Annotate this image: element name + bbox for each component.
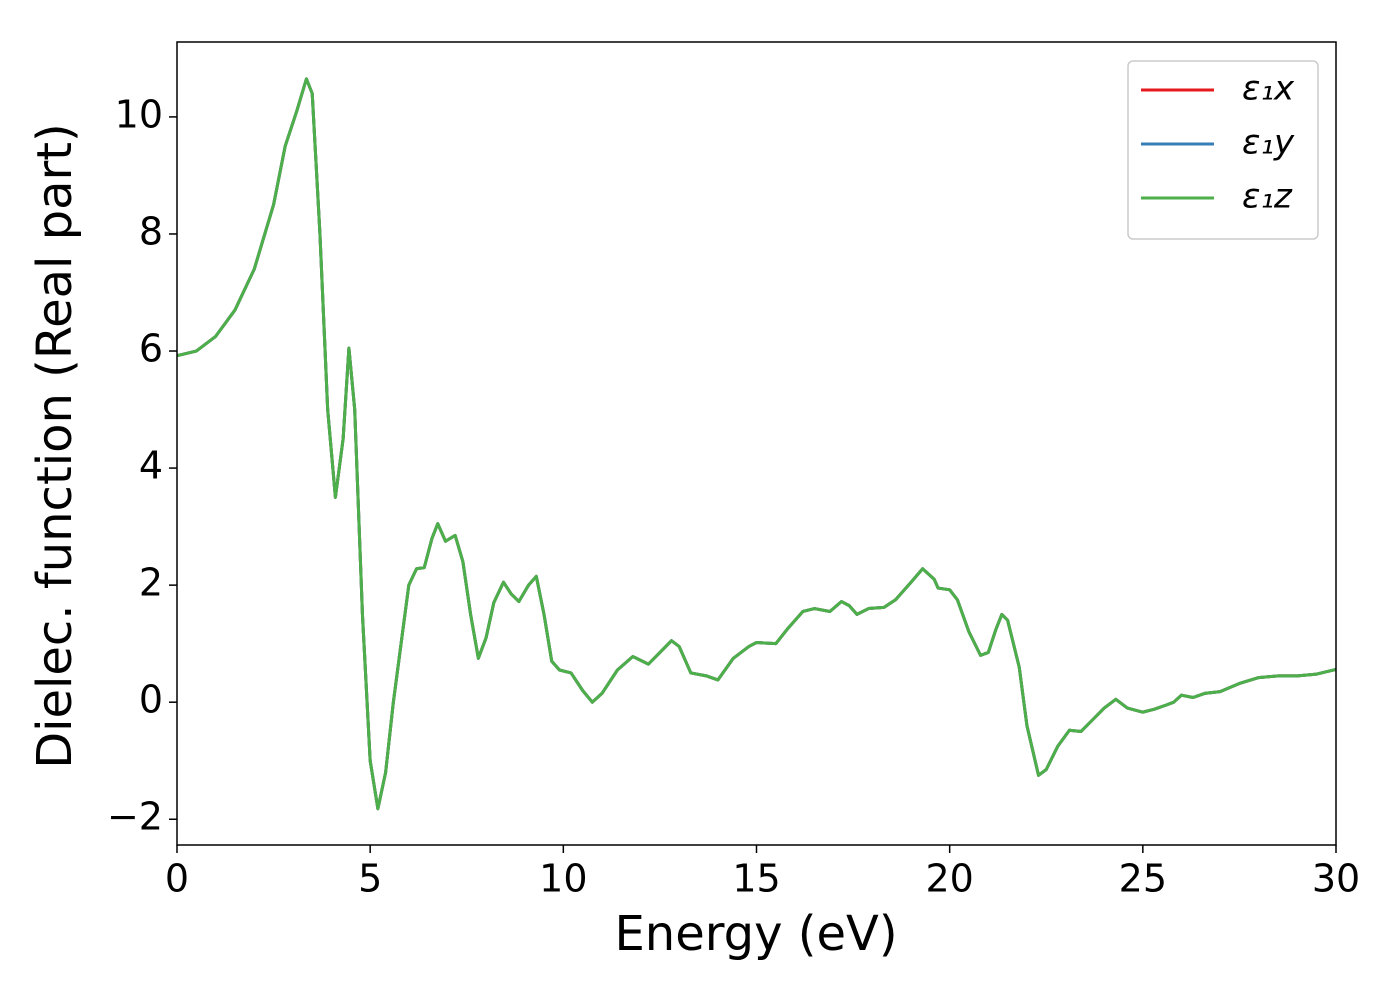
- y-tick-label: 6: [139, 327, 163, 371]
- y-tick-label: 0: [139, 678, 163, 722]
- y-axis-label: Dielec. function (Real part): [27, 123, 83, 769]
- x-tick-label: 20: [925, 857, 973, 901]
- legend-label: ε₁z: [1242, 177, 1293, 217]
- x-tick-label: 10: [539, 857, 587, 901]
- legend-label: ε₁x: [1242, 69, 1295, 109]
- x-tick-label: 15: [732, 857, 780, 901]
- x-axis-label: Energy (eV): [614, 906, 897, 962]
- x-tick-label: 0: [165, 857, 189, 901]
- x-tick-label: 5: [358, 857, 382, 901]
- y-tick-label: 10: [115, 92, 163, 136]
- x-tick-label: 25: [1119, 857, 1167, 901]
- legend-label: ε₁y: [1242, 123, 1295, 163]
- x-tick-label: 30: [1312, 857, 1360, 901]
- y-tick-label: −2: [107, 795, 163, 839]
- y-tick-label: 8: [139, 209, 163, 253]
- y-tick-label: 4: [139, 444, 163, 488]
- legend-box: [1127, 60, 1319, 240]
- plot-frame: [176, 41, 1337, 846]
- y-tick-label: 2: [139, 561, 163, 605]
- data-line: [176, 77, 1337, 811]
